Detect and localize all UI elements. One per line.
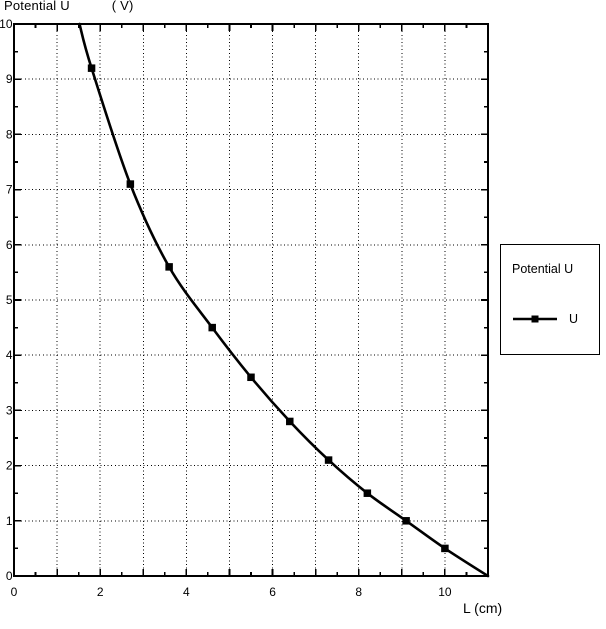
data-point-marker	[165, 263, 173, 271]
data-point-marker	[363, 489, 372, 497]
x-tick-label: 6	[269, 585, 276, 599]
y-tick-label: 4	[6, 348, 13, 362]
y-tick-label: 6	[6, 238, 13, 252]
legend-box: Potential U U	[500, 244, 600, 355]
y-tick-label: 2	[6, 459, 13, 473]
data-point-marker	[324, 456, 333, 464]
axis-ticks	[14, 24, 488, 576]
y-axis-unit-text: ( V)	[111, 0, 134, 13]
x-tick-label: 10	[438, 585, 452, 599]
data-point-marker	[402, 517, 410, 525]
legend-line-square-marker-icon	[513, 315, 557, 323]
x-tick-label: 0	[11, 585, 18, 599]
y-tick-labels: 0 1 2 3 4 5 6 7 8 9 10	[0, 17, 13, 583]
y-axis-title: Potential U ( V)	[4, 0, 134, 13]
gridlines	[14, 24, 488, 576]
legend-item-u: U	[512, 312, 599, 326]
plot-border	[13, 23, 489, 577]
y-tick-label: 7	[6, 183, 13, 197]
data-point-marker	[126, 180, 135, 188]
x-tick-label: 4	[183, 585, 190, 599]
x-tick-label: 8	[355, 585, 362, 599]
data-point-marker	[208, 323, 216, 332]
y-tick-label: 8	[6, 127, 13, 141]
y-tick-label: 3	[6, 403, 13, 417]
y-axis-title-text: Potential U	[4, 0, 70, 13]
x-axis-label: L (cm)	[463, 600, 503, 616]
x-tick-label: 2	[97, 585, 104, 599]
data-point-marker	[87, 64, 96, 72]
y-tick-label: 5	[6, 293, 13, 307]
data-point-marker	[286, 417, 294, 426]
data-point-marker	[441, 544, 449, 553]
series-markers-u	[87, 64, 449, 553]
data-point-marker	[247, 373, 255, 382]
legend-item-label: U	[569, 312, 579, 326]
y-tick-label: 1	[6, 514, 13, 528]
legend-title: Potential U	[512, 262, 574, 276]
y-tick-label: 9	[6, 72, 13, 86]
y-tick-label: 0	[6, 569, 13, 583]
y-tick-label: 10	[0, 17, 13, 31]
x-tick-labels: 0 2 4 6 8 10	[11, 585, 452, 599]
